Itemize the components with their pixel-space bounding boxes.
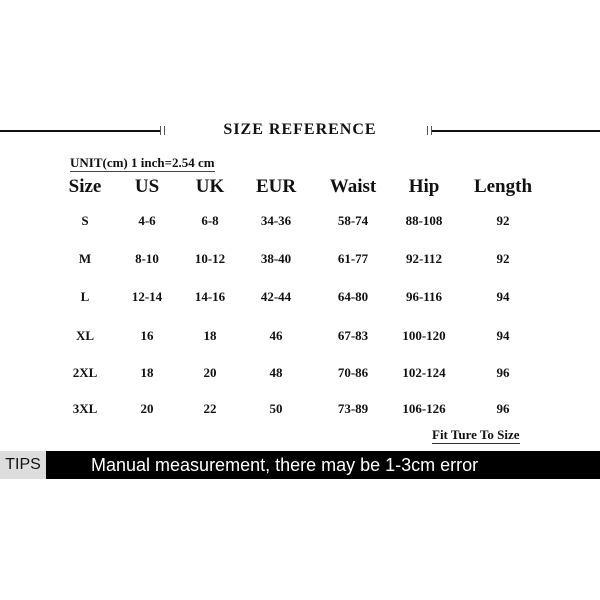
table-cell: 102-124 [402, 365, 446, 380]
table-cell: 94 [496, 328, 510, 343]
table-cell: 96 [496, 365, 510, 380]
table-cell: 8-10 [135, 251, 159, 266]
table-cell: 20 [140, 401, 154, 416]
fit-note: Fit Ture To Size [432, 427, 520, 444]
table-cell: 34-36 [260, 213, 292, 228]
table-cell: S [81, 213, 89, 228]
table-cell: 12-14 [131, 289, 163, 304]
table-cell: 70-86 [337, 365, 369, 380]
table-cell: 58-74 [337, 213, 369, 228]
unit-note: UNIT(cm) 1 inch=2.54 cm [70, 155, 215, 172]
table-cell: 20 [203, 365, 217, 380]
column-header: UK [195, 176, 225, 197]
right-divider-end [427, 126, 432, 135]
column-header: Length [473, 176, 533, 197]
table-cell: XL [75, 328, 95, 343]
table-cell: 96 [496, 401, 510, 416]
column-header: EUR [255, 176, 297, 197]
column-header: Size [68, 176, 102, 197]
table-cell: 92 [496, 213, 510, 228]
table-cell: 88-108 [405, 213, 443, 228]
table-cell: 92-112 [405, 251, 443, 266]
table-cell: 94 [496, 289, 510, 304]
table-cell: 10-12 [194, 251, 226, 266]
table-cell: 92 [496, 251, 510, 266]
page-title: SIZE REFERENCE [223, 121, 377, 138]
table-cell: 2XL [72, 365, 98, 380]
table-cell: 96-116 [405, 289, 443, 304]
table-cell: 46 [269, 328, 283, 343]
table-cell: 4-6 [138, 213, 156, 228]
table-cell: M [78, 251, 92, 266]
tips-text: Manual measurement, there may be 1-3cm e… [46, 451, 600, 479]
table-cell: L [80, 289, 90, 304]
table-cell: 18 [203, 328, 217, 343]
table-cell: 6-8 [201, 213, 219, 228]
table-cell: 18 [140, 365, 154, 380]
table-cell: 22 [203, 401, 217, 416]
table-cell: 38-40 [260, 251, 292, 266]
table-cell: 48 [269, 365, 283, 380]
column-header: US [134, 176, 160, 197]
table-cell: 64-80 [337, 289, 369, 304]
table-cell: 100-120 [402, 328, 446, 343]
table-cell: 42-44 [260, 289, 292, 304]
table-cell: 67-83 [337, 328, 369, 343]
table-cell: 106-126 [402, 401, 446, 416]
table-cell: 3XL [72, 401, 98, 416]
right-divider [432, 130, 600, 132]
table-cell: 14-16 [194, 289, 226, 304]
tips-label: TIPS [0, 451, 46, 479]
column-header: Waist [329, 176, 377, 197]
column-header: Hip [408, 176, 440, 197]
table-cell: 61-77 [337, 251, 369, 266]
table-cell: 16 [140, 328, 154, 343]
left-divider [0, 130, 160, 132]
left-divider-end [160, 126, 165, 135]
table-cell: 73-89 [337, 401, 369, 416]
table-cell: 50 [269, 401, 283, 416]
